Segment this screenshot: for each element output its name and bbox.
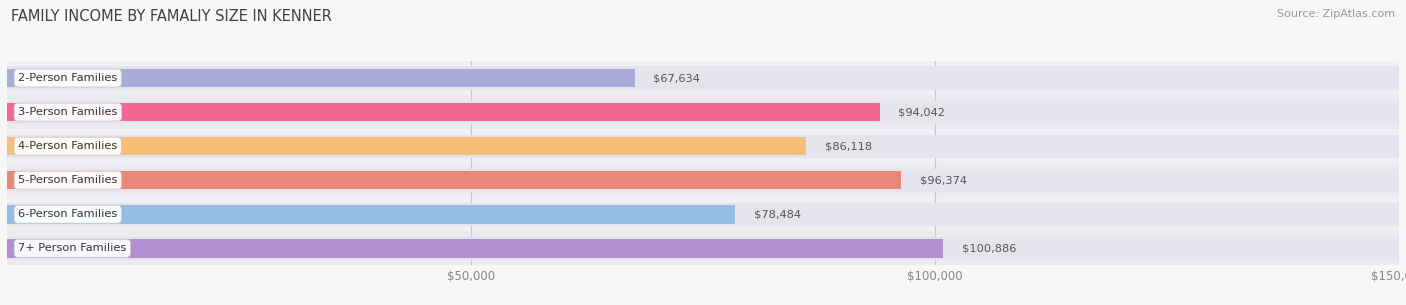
Bar [7, 101, 1399, 124]
Bar [7, 95, 1399, 129]
Bar [7, 237, 1399, 260]
Text: $94,042: $94,042 [898, 107, 945, 117]
Bar [7, 61, 1399, 95]
Text: $78,484: $78,484 [754, 209, 801, 219]
Bar [7, 103, 880, 121]
Text: 6-Person Families: 6-Person Families [18, 209, 118, 219]
Bar [7, 203, 1399, 226]
Text: 7+ Person Families: 7+ Person Families [18, 243, 127, 253]
Text: $96,374: $96,374 [920, 175, 967, 185]
Text: 3-Person Families: 3-Person Families [18, 107, 118, 117]
Bar [7, 169, 1399, 192]
Bar [7, 197, 1399, 231]
Bar [7, 171, 901, 189]
Text: 4-Person Families: 4-Person Families [18, 141, 118, 151]
Bar [7, 239, 943, 258]
Bar [7, 135, 1399, 158]
Bar [7, 66, 1399, 90]
Bar [7, 205, 735, 224]
Text: FAMILY INCOME BY FAMALIY SIZE IN KENNER: FAMILY INCOME BY FAMALIY SIZE IN KENNER [11, 9, 332, 24]
Text: $100,886: $100,886 [962, 243, 1017, 253]
Text: $86,118: $86,118 [825, 141, 872, 151]
Bar [7, 137, 806, 156]
Text: 5-Person Families: 5-Person Families [18, 175, 118, 185]
Bar [7, 69, 634, 87]
Bar [7, 231, 1399, 265]
Text: $67,634: $67,634 [654, 73, 700, 83]
Text: Source: ZipAtlas.com: Source: ZipAtlas.com [1277, 9, 1395, 19]
Bar [7, 163, 1399, 197]
Bar [7, 129, 1399, 163]
Text: 2-Person Families: 2-Person Families [18, 73, 118, 83]
